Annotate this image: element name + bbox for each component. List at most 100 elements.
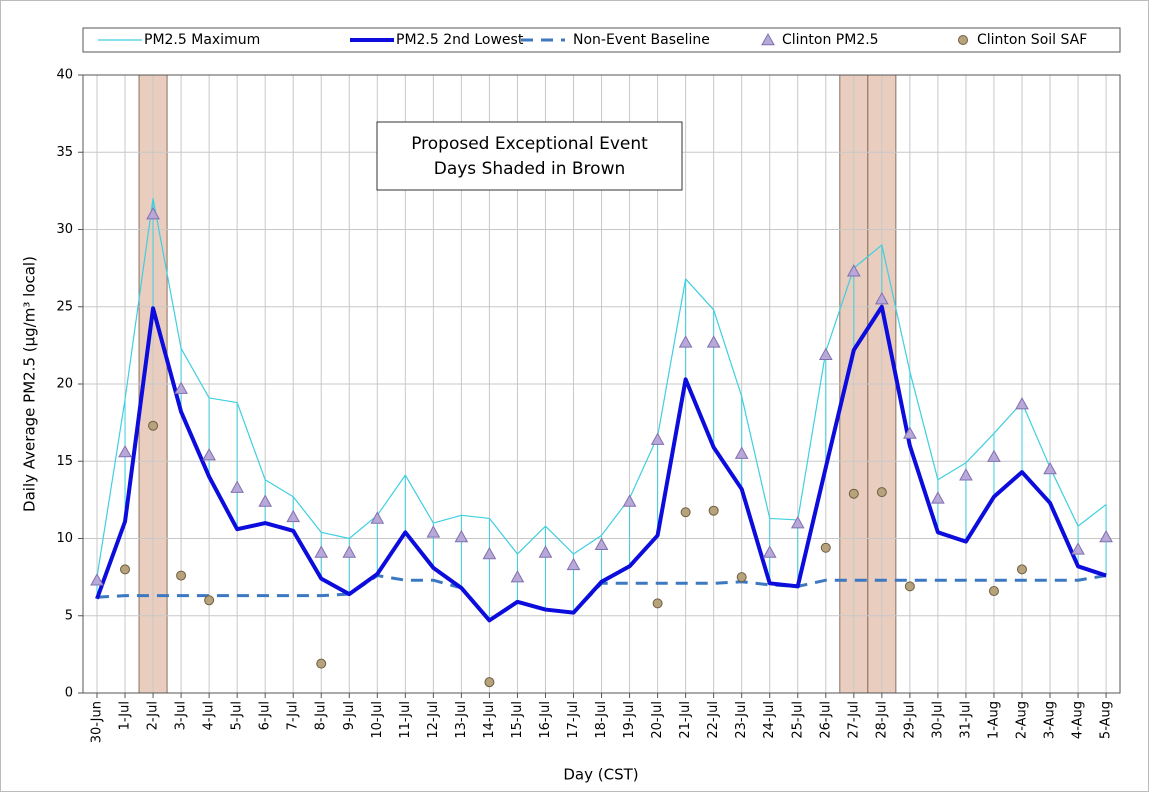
- triangle-marker: [650, 432, 665, 445]
- triangle-marker: [314, 545, 329, 558]
- x-tick-label: 23-Jul: [734, 701, 749, 739]
- circle-marker: [204, 595, 215, 606]
- x-tick-label: 2-Jul: [146, 701, 161, 730]
- x-tick-label: 31-Jul: [958, 701, 973, 739]
- legend-swatch: [958, 35, 968, 45]
- triangle-marker: [202, 448, 216, 461]
- y-tick-label: 30: [56, 222, 73, 237]
- triangle-marker: [230, 480, 244, 493]
- annotation-box: [376, 121, 683, 191]
- triangle-marker: [959, 468, 973, 481]
- y-tick-label: 40: [56, 68, 73, 83]
- x-tick-label: 4-Aug: [1071, 701, 1086, 739]
- triangle-marker: [1099, 529, 1113, 543]
- circle-marker: [148, 420, 159, 431]
- triangle-marker: [538, 545, 553, 558]
- x-tick-label: 29-Jul: [902, 701, 917, 739]
- triangle-marker: [846, 264, 861, 277]
- y-axis-label: Daily Average PM2.5 (µg/m³ local): [21, 256, 39, 512]
- x-tick-label: 22-Jul: [706, 701, 721, 739]
- legend-item: Clinton Soil SAF: [958, 32, 1087, 48]
- x-tick-label: 27-Jul: [846, 701, 861, 739]
- x-tick-label: 4-Jul: [202, 701, 217, 730]
- triangle-marker: [342, 545, 357, 558]
- triangle-marker: [118, 444, 132, 458]
- legend-item: PM2.5 2nd Lowest: [350, 32, 524, 48]
- legend-item: Clinton PM2.5: [761, 32, 879, 48]
- circle-marker: [848, 488, 859, 499]
- triangle-marker: [566, 557, 581, 571]
- triangle-marker: [146, 207, 160, 220]
- legend-label: Non-Event Baseline: [573, 32, 710, 48]
- x-tick-label: 30-Jun: [90, 701, 105, 743]
- triangle-marker: [594, 537, 609, 550]
- y-tick-label: 15: [56, 454, 73, 469]
- triangle-marker: [622, 494, 637, 507]
- triangle-marker: [874, 291, 889, 305]
- x-tick-label: 20-Jul: [650, 701, 665, 739]
- legend-swatch: [761, 32, 775, 46]
- triangle-marker: [706, 335, 721, 348]
- legend-item: PM2.5 Maximum: [98, 32, 260, 48]
- triangle-marker: [286, 509, 301, 523]
- x-tick-label: 21-Jul: [678, 701, 693, 739]
- legend-label: Clinton Soil SAF: [977, 32, 1087, 48]
- x-axis-label: Day (CST): [563, 766, 638, 784]
- triangle-marker: [903, 426, 917, 439]
- y-tick-label: 0: [65, 686, 73, 701]
- circle-marker: [820, 542, 831, 553]
- y-tick-label: 35: [56, 145, 73, 160]
- x-tick-label: 8-Jul: [314, 701, 329, 730]
- circle-marker: [988, 586, 999, 597]
- legend-box: [82, 27, 1121, 53]
- x-tick-label: 14-Jul: [482, 701, 497, 739]
- annotation-text: Proposed Exceptional Event: [411, 134, 648, 154]
- x-tick-label: 30-Jul: [930, 701, 945, 739]
- x-tick-label: 1-Jul: [118, 701, 133, 730]
- triangle-marker: [90, 573, 104, 586]
- x-tick-label: 7-Jul: [286, 701, 301, 730]
- x-tick-label: 5-Jul: [230, 701, 245, 730]
- circle-marker: [120, 564, 131, 575]
- y-tick-label: 20: [56, 377, 73, 392]
- triangle-marker: [370, 511, 385, 524]
- series-line: [95, 304, 1107, 623]
- x-tick-label: 10-Jul: [370, 701, 385, 739]
- circle-marker: [680, 507, 691, 518]
- legend-item: Non-Event Baseline: [521, 32, 710, 48]
- x-tick-label: 17-Jul: [566, 701, 581, 739]
- x-tick-label: 18-Jul: [594, 701, 609, 739]
- x-tick-label: 12-Jul: [426, 701, 441, 739]
- x-tick-label: 26-Jul: [818, 701, 833, 739]
- triangle-marker: [678, 335, 693, 348]
- triangle-marker: [426, 525, 441, 538]
- x-tick-label: 24-Jul: [762, 701, 777, 739]
- triangle-marker: [510, 570, 525, 583]
- annotation-text: Days Shaded in Brown: [434, 159, 626, 179]
- triangle-marker: [987, 449, 1001, 462]
- circle-marker: [484, 677, 495, 688]
- series-line: [96, 198, 1107, 578]
- x-tick-label: 13-Jul: [454, 701, 469, 739]
- triangle-marker: [931, 491, 945, 504]
- triangle-marker: [174, 381, 188, 394]
- x-tick-label: 3-Jul: [174, 701, 189, 730]
- x-tick-label: 28-Jul: [874, 701, 889, 739]
- circle-marker: [708, 505, 719, 516]
- triangle-marker: [482, 546, 497, 560]
- legend-label: PM2.5 Maximum: [144, 32, 260, 48]
- triangle-marker: [790, 516, 805, 529]
- legend-label: Clinton PM2.5: [782, 32, 879, 48]
- x-tick-label: 3-Aug: [1043, 701, 1058, 739]
- circle-marker: [176, 570, 187, 581]
- x-tick-label: 6-Jul: [258, 701, 273, 730]
- x-tick-label: 25-Jul: [790, 701, 805, 739]
- triangle-marker: [734, 446, 749, 459]
- triangle-marker: [1043, 461, 1057, 475]
- x-tick-label: 11-Jul: [398, 701, 413, 739]
- triangle-marker: [258, 494, 273, 507]
- x-tick-label: 19-Jul: [622, 701, 637, 739]
- circle-marker: [316, 658, 327, 669]
- x-tick-label: 16-Jul: [538, 701, 553, 739]
